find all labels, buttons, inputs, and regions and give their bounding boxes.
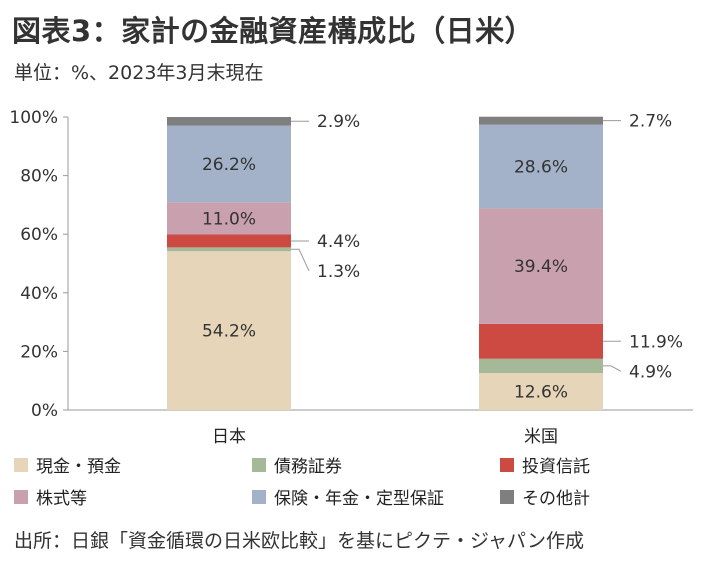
source-note: 出所：日銀「資金循環の日米欧比較」を基にピクテ・ジャパン作成 xyxy=(14,530,585,552)
callout-label: 1.3% xyxy=(317,262,360,282)
x-category-label: 日本 xyxy=(212,427,246,447)
bar-segment xyxy=(167,202,291,235)
y-tick-label: 100% xyxy=(9,108,58,128)
legend-item: 債務証券 xyxy=(252,452,342,477)
chart-subtitle: 単位：%、2023年3月末現在 xyxy=(14,62,264,84)
bar-segment xyxy=(167,251,291,410)
stacked-bar-chart: 0% 20% 40% 60% 80% 100% 日本 米国 54.2% 11.0% 26.2% 2.9… xyxy=(9,108,693,447)
chart-legend: 現金・預金 債務証券 投資信託株式等 保険・年金・定型保証 その他計 xyxy=(14,452,704,516)
x-category-label: 米国 xyxy=(524,427,558,447)
legend-label: 債務証券 xyxy=(274,457,342,477)
legend-label: 株式等 xyxy=(36,489,87,509)
legend-item: 投資信託 xyxy=(500,452,590,477)
legend-item: その他計 xyxy=(500,484,590,509)
chart-title: 図表3：家計の金融資産構成比（日米） xyxy=(12,14,535,48)
legend-item: 株式等 xyxy=(14,484,87,509)
callout-label: 4.9% xyxy=(629,362,672,382)
legend-swatch xyxy=(14,489,28,504)
legend-swatch xyxy=(500,489,514,504)
bar-segment xyxy=(479,323,603,359)
legend-label: 保険・年金・定型保証 xyxy=(274,489,444,509)
y-tick-label: 40% xyxy=(20,284,58,304)
legend-item: 現金・預金 xyxy=(14,452,121,477)
legend-label: 現金・預金 xyxy=(36,457,121,477)
callout-label: 2.7% xyxy=(629,112,672,132)
bar-segment xyxy=(167,125,291,203)
legend-item: 保険・年金・定型保証 xyxy=(252,484,444,509)
legend-swatch xyxy=(252,489,266,504)
callout-label: 2.9% xyxy=(317,112,360,132)
data-label: 11.0% xyxy=(202,209,256,229)
y-tick-label: 80% xyxy=(20,167,58,187)
bar-segment xyxy=(479,358,603,374)
bar-segment xyxy=(479,373,603,410)
data-label: 54.2% xyxy=(202,322,256,342)
bar-segment xyxy=(167,117,291,126)
y-tick-label: 20% xyxy=(20,342,58,362)
data-label: 26.2% xyxy=(202,155,256,175)
data-label: 28.6% xyxy=(514,158,568,178)
leader-line xyxy=(603,365,622,372)
bar-segment xyxy=(167,234,291,248)
bar-segment xyxy=(479,124,603,209)
legend-label: その他計 xyxy=(522,489,590,509)
legend-swatch xyxy=(252,457,266,472)
bar-segment xyxy=(167,247,291,252)
bar-segment xyxy=(479,208,603,324)
callout-label: 4.4% xyxy=(317,232,360,252)
data-label: 12.6% xyxy=(514,383,568,403)
leader-line xyxy=(291,248,310,272)
bar-segment xyxy=(479,116,603,125)
legend-label: 投資信託 xyxy=(522,457,590,477)
legend-swatch xyxy=(500,457,514,472)
data-label: 39.4% xyxy=(514,257,568,277)
y-tick-label: 0% xyxy=(31,401,58,421)
y-tick-label: 60% xyxy=(20,225,58,245)
legend-swatch xyxy=(14,457,28,472)
callout-label: 11.9% xyxy=(629,332,683,352)
